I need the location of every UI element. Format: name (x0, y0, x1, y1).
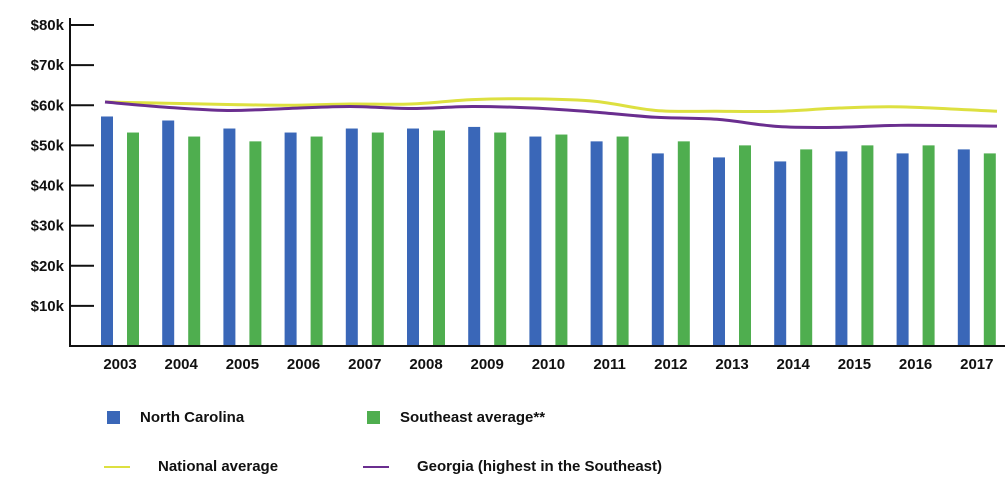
bar-north-carolina (101, 116, 113, 346)
bar-north-carolina (590, 141, 603, 346)
bar-southeast-average (371, 132, 384, 346)
bar-southeast-average (677, 141, 690, 346)
bar-north-carolina (774, 161, 787, 346)
bar-southeast-average (616, 136, 629, 346)
x-tick-label: 2006 (287, 356, 320, 373)
x-tick-label: 2007 (348, 356, 381, 373)
lines (104, 97, 998, 130)
bar-north-carolina (896, 153, 909, 346)
x-axis-ticks: 2003 2004 2005 2006 2007 2008 2009 2010 2011 2012… (103, 356, 993, 373)
bar-southeast-average (494, 132, 507, 346)
x-tick-label: 2015 (838, 356, 871, 373)
line-national-average (104, 97, 998, 114)
bar-southeast-average (433, 130, 445, 346)
y-tick-label: $70k (31, 57, 65, 74)
bar-southeast-average (188, 136, 201, 346)
bar-southeast-average (249, 141, 262, 346)
x-tick-label: 2016 (899, 356, 932, 373)
bar-north-carolina (713, 157, 725, 346)
y-tick-label: $10k (31, 298, 65, 315)
bar-southeast-average (310, 136, 323, 346)
bar-north-carolina (529, 136, 542, 346)
bar-north-carolina (223, 128, 236, 346)
bar-north-carolina (651, 153, 664, 346)
x-tick-label: 2014 (777, 356, 811, 373)
x-tick-label: 2017 (960, 356, 993, 373)
y-tick-label: $20k (31, 258, 65, 275)
x-tick-label: 2010 (532, 356, 565, 373)
x-tick-label: 2004 (165, 356, 199, 373)
x-tick-label: 2013 (715, 356, 748, 373)
x-tick-label: 2011 (593, 356, 626, 373)
bar-southeast-average (127, 132, 139, 346)
bar-north-carolina (284, 132, 297, 346)
bar-southeast-average (983, 153, 996, 346)
y-tick-label: $60k (31, 97, 65, 114)
y-tick-label: $40k (31, 178, 65, 195)
bar-north-carolina (957, 149, 970, 346)
bar-southeast-average (922, 145, 935, 346)
bars (101, 116, 996, 346)
bar-north-carolina (468, 126, 481, 346)
line-georgia (104, 100, 998, 130)
x-tick-label: 2012 (654, 356, 687, 373)
x-tick-label: 2009 (471, 356, 504, 373)
y-tick-label: $30k (31, 218, 65, 235)
bar-southeast-average (800, 149, 813, 346)
y-axis-ticks: $10k $20k $30k $40k $50k $60k $70k $80k (31, 17, 94, 315)
bar-north-carolina (835, 151, 848, 346)
x-tick-label: 2003 (103, 356, 136, 373)
x-tick-label: 2008 (409, 356, 442, 373)
y-tick-label: $80k (31, 17, 65, 34)
bar-north-carolina (162, 120, 175, 346)
bar-north-carolina (345, 128, 358, 346)
bar-southeast-average (555, 134, 568, 346)
bar-north-carolina (407, 128, 419, 346)
bar-southeast-average (861, 145, 874, 346)
x-tick-label: 2005 (226, 356, 259, 373)
bar-southeast-average (739, 145, 751, 346)
y-tick-label: $50k (31, 137, 65, 154)
